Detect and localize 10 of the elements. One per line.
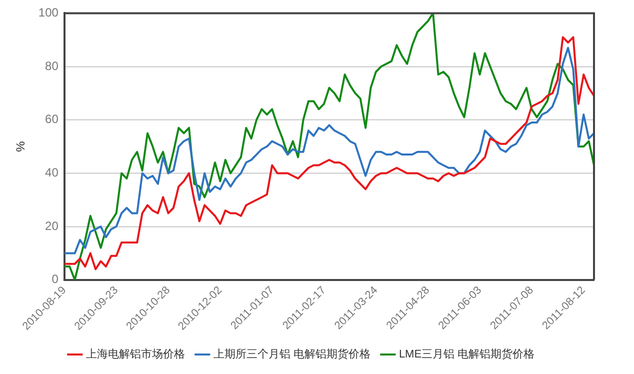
y-tick-label: 40 [45,166,59,180]
y-tick-label: 60 [45,112,59,126]
legend-label: 上期所三个月铝 电解铝期货价格 [213,348,370,361]
y-tick-label: 0 [52,272,59,286]
y-tick-label: 80 [45,58,59,73]
legend-label: 上海电解铝市场价格 [86,348,185,361]
legend-label: LME三月铝 电解铝期货价格 [398,348,535,361]
y-axis-title: % [14,140,28,152]
y-tick-label: 20 [45,218,59,233]
y-tick-label: 100 [38,6,59,20]
